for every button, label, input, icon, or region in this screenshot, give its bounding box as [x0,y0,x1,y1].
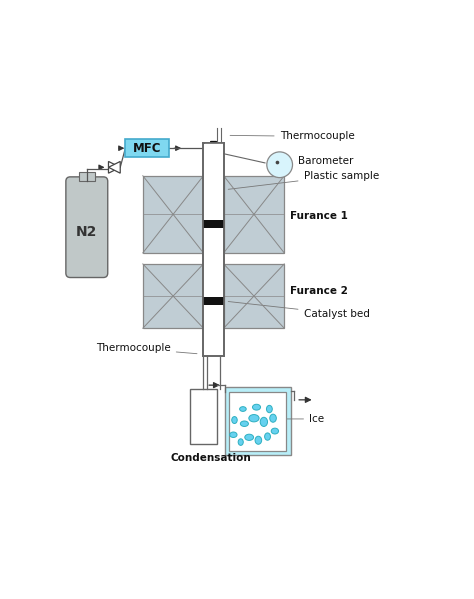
Ellipse shape [270,414,276,422]
Text: Catalyst bed: Catalyst bed [228,301,369,319]
Bar [203,220,224,228]
Text: N2: N2 [76,225,98,239]
FancyBboxPatch shape [125,139,169,158]
Polygon shape [109,162,120,173]
Polygon shape [109,162,120,173]
Ellipse shape [271,428,279,434]
Text: Condensation: Condensation [171,453,251,463]
Circle shape [267,152,292,177]
Ellipse shape [245,434,254,440]
Ellipse shape [240,407,246,412]
Bar [224,264,284,328]
Ellipse shape [230,432,237,437]
Bar [203,143,224,356]
Ellipse shape [253,404,261,410]
FancyBboxPatch shape [66,177,108,277]
Bar [225,387,291,455]
Ellipse shape [264,433,271,440]
FancyBboxPatch shape [79,172,95,181]
Ellipse shape [238,439,243,446]
Ellipse shape [232,416,237,423]
Bar [143,176,203,253]
Bar [224,176,284,253]
Text: Thermocouple: Thermocouple [96,343,197,353]
Bar [229,392,286,451]
Text: Furance 1: Furance 1 [290,211,347,221]
Text: Barometer: Barometer [298,156,354,166]
Bar [205,143,222,355]
Text: MFC: MFC [133,142,162,155]
Bar [143,264,203,328]
Text: Ice: Ice [277,414,324,424]
Ellipse shape [249,415,259,422]
Ellipse shape [266,406,272,413]
Text: Thermocouple: Thermocouple [230,131,355,141]
Ellipse shape [255,436,262,444]
Bar [203,297,224,305]
Ellipse shape [260,418,267,426]
Circle shape [275,161,279,164]
Bar [190,389,217,444]
Ellipse shape [240,421,248,426]
Text: Plastic sample: Plastic sample [228,171,379,189]
Text: Furance 2: Furance 2 [290,286,347,296]
